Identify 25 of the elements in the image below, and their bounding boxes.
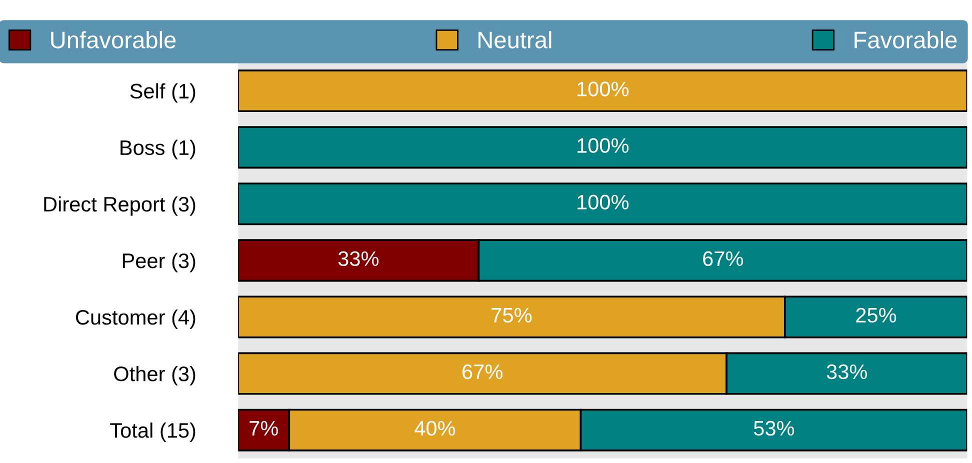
y-tick-label: Direct Report (3) bbox=[44, 196, 196, 216]
y-tick-label: Self (1) bbox=[130, 83, 196, 103]
data-label: 7% bbox=[250, 421, 278, 436]
data-label: 100% bbox=[578, 82, 629, 96]
data-label: 100% bbox=[578, 194, 629, 210]
y-tick-label: Other (3) bbox=[114, 366, 196, 386]
legend-label: Favorable bbox=[854, 31, 957, 48]
bar bbox=[238, 126, 968, 169]
y-tick-label: Peer (3) bbox=[122, 252, 196, 272]
y-tick-label: Customer (4) bbox=[76, 309, 196, 329]
data-label: 33% bbox=[338, 251, 379, 266]
legend-label: Neutral bbox=[478, 31, 552, 48]
y-tick-label: Total (15) bbox=[110, 422, 196, 442]
data-label: 25% bbox=[856, 308, 896, 323]
y-tick-label: Boss (1) bbox=[120, 140, 196, 160]
data-label: 100% bbox=[578, 138, 629, 153]
data-label: 67% bbox=[462, 364, 502, 380]
data-label: 53% bbox=[754, 420, 794, 436]
data-label: 40% bbox=[414, 420, 456, 436]
data-label: 67% bbox=[703, 251, 744, 266]
data-label: 33% bbox=[826, 364, 867, 380]
bar bbox=[238, 182, 968, 226]
bar bbox=[238, 70, 968, 112]
data-label: 75% bbox=[492, 308, 532, 323]
legend-label: Unfavorable bbox=[51, 31, 176, 48]
